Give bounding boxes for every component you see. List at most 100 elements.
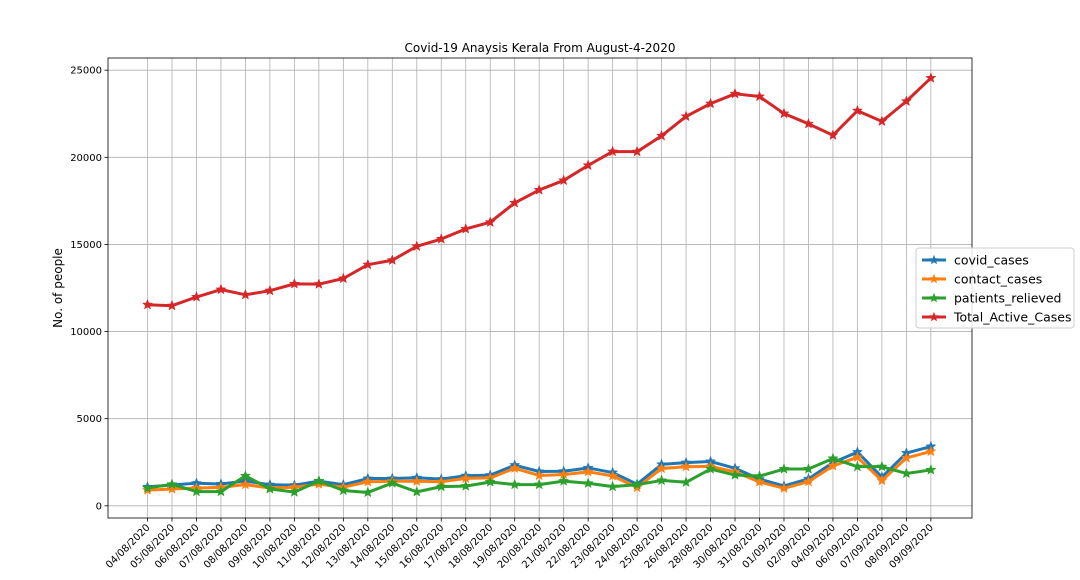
data-point <box>166 299 178 311</box>
legend-box <box>915 247 1075 329</box>
data-point <box>704 463 717 474</box>
data-point <box>778 107 790 119</box>
data-point <box>655 129 668 141</box>
legend-item: contact_cases <box>922 272 1042 287</box>
legend-label: patients_relieved <box>954 291 1061 306</box>
series-Total_Active_Cases <box>141 72 937 311</box>
data-point <box>288 486 301 497</box>
data-point <box>606 145 619 157</box>
data-point <box>925 464 937 475</box>
data-point <box>215 283 227 295</box>
data-point <box>851 104 864 116</box>
data-point <box>606 480 619 492</box>
data-point <box>264 284 276 296</box>
legend-label: covid_cases <box>954 253 1029 268</box>
y-tick-label: 25000 <box>70 66 102 77</box>
legend-label: Total_Active_Cases <box>953 310 1071 325</box>
data-point <box>876 115 888 127</box>
data-point <box>411 475 423 487</box>
data-point <box>288 277 301 289</box>
data-point <box>558 475 570 486</box>
legend-marker <box>929 292 939 303</box>
data-point <box>509 197 521 208</box>
data-point <box>778 482 790 494</box>
data-point <box>753 476 766 487</box>
data-point <box>558 174 570 186</box>
legend-marker <box>929 254 939 265</box>
data-point <box>753 90 766 102</box>
data-point <box>533 478 545 490</box>
data-point <box>876 460 888 472</box>
data-point <box>509 462 521 474</box>
data-point <box>362 486 374 498</box>
data-point <box>460 480 472 491</box>
y-axis-label: No. of people <box>51 248 65 328</box>
y-tick-label: 5000 <box>77 414 102 425</box>
data-point <box>166 478 178 490</box>
data-point <box>900 452 913 463</box>
data-point <box>704 97 717 109</box>
data-point <box>680 110 692 122</box>
data-point <box>655 462 668 474</box>
data-point <box>435 480 447 492</box>
data-point <box>753 470 766 481</box>
data-point <box>900 467 913 479</box>
data-point <box>802 463 815 474</box>
legend-item: Total_Active_Cases <box>922 310 1071 325</box>
legend-item: patients_relieved <box>922 291 1061 306</box>
data-point <box>484 216 496 228</box>
data-point <box>313 278 325 289</box>
data-point <box>655 474 668 486</box>
data-point <box>411 485 423 497</box>
data-point <box>509 478 521 490</box>
data-point <box>680 476 692 488</box>
data-point <box>239 478 252 490</box>
data-point <box>827 452 839 464</box>
data-point <box>925 445 937 457</box>
data-point <box>729 469 741 480</box>
data-point <box>851 460 864 472</box>
data-point <box>802 475 815 487</box>
data-point <box>680 460 692 472</box>
data-point <box>582 465 594 477</box>
y-tick-label: 0 <box>96 501 102 512</box>
data-point <box>631 478 643 490</box>
data-point <box>141 298 154 310</box>
data-point <box>533 469 545 481</box>
y-tick-label: 20000 <box>70 153 102 164</box>
data-point <box>729 87 741 99</box>
data-point <box>313 475 325 486</box>
data-point <box>533 184 545 195</box>
series-patients_relieved <box>141 452 937 498</box>
data-point <box>166 483 178 494</box>
legend-marker <box>929 273 939 284</box>
data-point <box>582 159 594 171</box>
data-point <box>386 254 398 266</box>
data-point <box>851 451 864 463</box>
grid-lines <box>108 58 972 518</box>
data-point <box>337 484 349 496</box>
series-lines <box>141 72 937 498</box>
data-point <box>337 272 349 284</box>
data-point <box>827 129 839 141</box>
data-point <box>141 482 154 493</box>
data-point <box>827 459 839 471</box>
data-point <box>239 470 252 481</box>
data-point <box>215 485 227 497</box>
data-point <box>631 145 643 157</box>
data-point <box>264 482 276 494</box>
data-point <box>435 233 447 244</box>
y-tick-label: 10000 <box>70 327 102 338</box>
data-point <box>411 240 423 252</box>
data-point <box>876 474 888 486</box>
data-point <box>386 477 398 488</box>
data-point <box>484 476 496 487</box>
data-point <box>925 72 937 83</box>
legend-marker <box>929 311 939 322</box>
legend: covid_cases contact_cases patients_relieve… <box>915 247 1075 329</box>
data-point <box>239 288 252 300</box>
data-point <box>460 223 472 234</box>
data-point <box>900 95 913 107</box>
